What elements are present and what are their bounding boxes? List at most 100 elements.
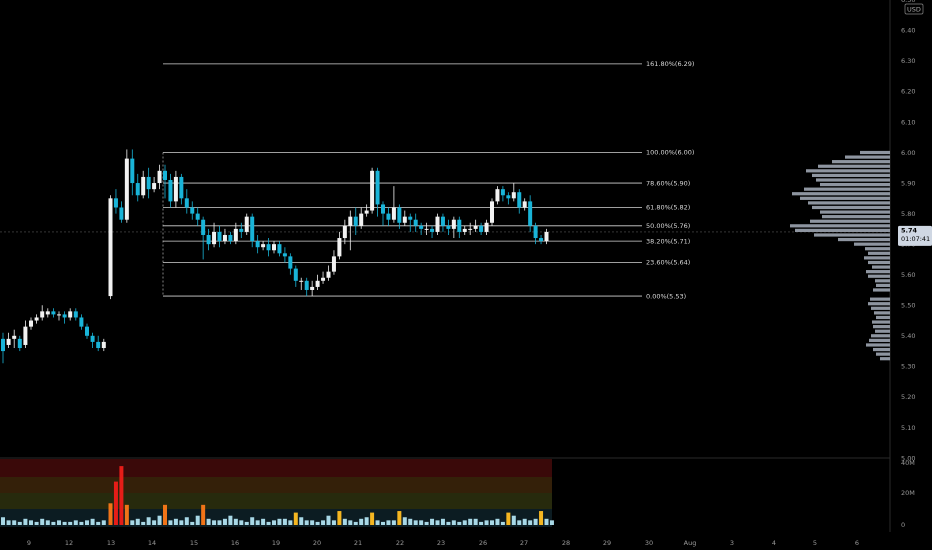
volume-bar	[244, 521, 249, 525]
candle-body	[108, 198, 113, 297]
volume-bar	[353, 521, 358, 525]
candle-body	[331, 256, 336, 272]
volume-bar	[163, 504, 167, 525]
time-tick-label: 30	[645, 539, 653, 547]
candle-body	[157, 170, 162, 184]
price-tick-label: 5.20	[901, 393, 915, 401]
current-price-badge-box	[898, 225, 932, 246]
volume-bar	[51, 521, 56, 525]
volume-bar	[370, 512, 375, 525]
volume-bar	[6, 520, 11, 525]
price-axis[interactable]: 6.506.406.306.206.106.005.905.805.705.60…	[901, 0, 915, 462]
candle-body	[522, 201, 527, 208]
fib-level-label: 100.00%(6.00)	[646, 149, 694, 157]
candle-body	[539, 238, 544, 242]
volume-bar	[113, 481, 118, 525]
time-tick-label: Aug	[684, 539, 697, 547]
volume-bar	[119, 466, 124, 525]
volume-bar	[34, 521, 39, 525]
volume-bar	[326, 515, 331, 525]
volume-bar	[288, 520, 293, 525]
volume-zone-high	[0, 477, 552, 493]
currency-badge[interactable]: USD	[904, 3, 924, 15]
price-tick-label: 5.90	[901, 179, 915, 187]
volume-bar	[386, 520, 391, 525]
candle-body	[135, 183, 140, 196]
volume-bar	[96, 521, 101, 525]
candle-body	[310, 286, 315, 290]
volume-bar	[217, 520, 222, 525]
volume-bar	[490, 520, 494, 525]
time-tick-label: 9	[27, 539, 31, 547]
time-tick-label: 28	[562, 539, 570, 547]
time-axis[interactable]: 9 12 13 14 15 16 19 20 21 22 23 26 27 28 29 30 Aug 3 4 5 6	[27, 539, 859, 547]
volume-bar	[500, 521, 505, 525]
volume-bar	[17, 521, 22, 525]
volume-profile-bar	[868, 260, 890, 265]
volume-tick-label: 20M	[901, 489, 915, 497]
candle-body	[288, 256, 293, 269]
price-tick-label: 5.30	[901, 363, 915, 371]
fibonacci-retracement[interactable]: 161.80%(6.29) 100.00%(6.00) 78.60%(5.90) 61…	[162, 60, 694, 300]
volume-bar	[408, 518, 413, 525]
candle-body	[85, 326, 89, 336]
volume-profile-bar	[875, 279, 890, 283]
volume-bar	[419, 520, 424, 525]
candle-body	[152, 183, 157, 190]
volume-bar	[310, 520, 315, 525]
candle-body	[402, 216, 407, 223]
candle-body	[124, 158, 129, 220]
candle-body	[96, 341, 101, 349]
fib-level-label: 78.60%(5.90)	[646, 179, 690, 187]
fib-level-label: 38.20%(5.71)	[646, 237, 690, 245]
candle-body	[201, 219, 206, 235]
volume-bar	[62, 521, 67, 525]
price-tick-label: 6.20	[901, 88, 915, 96]
volume-bar	[299, 517, 304, 525]
time-tick-label: 3	[730, 539, 734, 547]
volume-bar	[397, 511, 402, 525]
candle-body	[424, 228, 429, 230]
candle-body	[353, 216, 358, 226]
volume-profile-bar	[873, 325, 890, 329]
candle-body	[212, 231, 217, 245]
volume-profile-bar	[818, 164, 890, 168]
volume-bar	[57, 520, 61, 525]
volume-profile-bar	[871, 334, 890, 338]
price-tick-label: 6.10	[901, 118, 915, 126]
volume-bar	[45, 520, 50, 525]
candle-body	[364, 210, 369, 214]
candle-body	[272, 244, 276, 251]
candle-body	[79, 317, 84, 327]
volume-profile-bar	[845, 155, 890, 159]
volume-profile-bar	[871, 306, 890, 310]
volume-profile-bar	[872, 265, 890, 269]
candle-countdown: 01:07:41	[901, 235, 930, 243]
volume-profile-bar	[814, 233, 890, 237]
volume-tick-label: 40M	[901, 459, 915, 467]
volume-zone-medium	[0, 493, 552, 509]
candle-body	[29, 320, 33, 327]
volume-profile-bar	[874, 311, 890, 315]
time-tick-label: 21	[354, 539, 362, 547]
time-tick-label: 27	[520, 539, 528, 547]
volume-heat-zones	[0, 459, 552, 527]
volume-profile-bar	[868, 274, 890, 278]
candle-body	[62, 314, 67, 318]
volume-bar	[473, 518, 478, 525]
candle-body	[533, 225, 538, 239]
volume-bar	[342, 518, 347, 525]
candle-body	[370, 170, 375, 211]
current-price-badge: 5.74 01:07:41	[898, 225, 932, 246]
volume-profile-bar	[865, 247, 890, 251]
candle-body	[446, 225, 451, 229]
price-tick-label: 6.30	[901, 57, 915, 65]
volume-profile-bar	[866, 343, 890, 347]
candle-body	[375, 170, 380, 205]
volume-bar	[430, 518, 435, 525]
candle-body	[511, 192, 516, 199]
volume-profile-bar	[872, 320, 890, 324]
volume-bar	[424, 521, 429, 525]
candle-body	[462, 228, 467, 232]
